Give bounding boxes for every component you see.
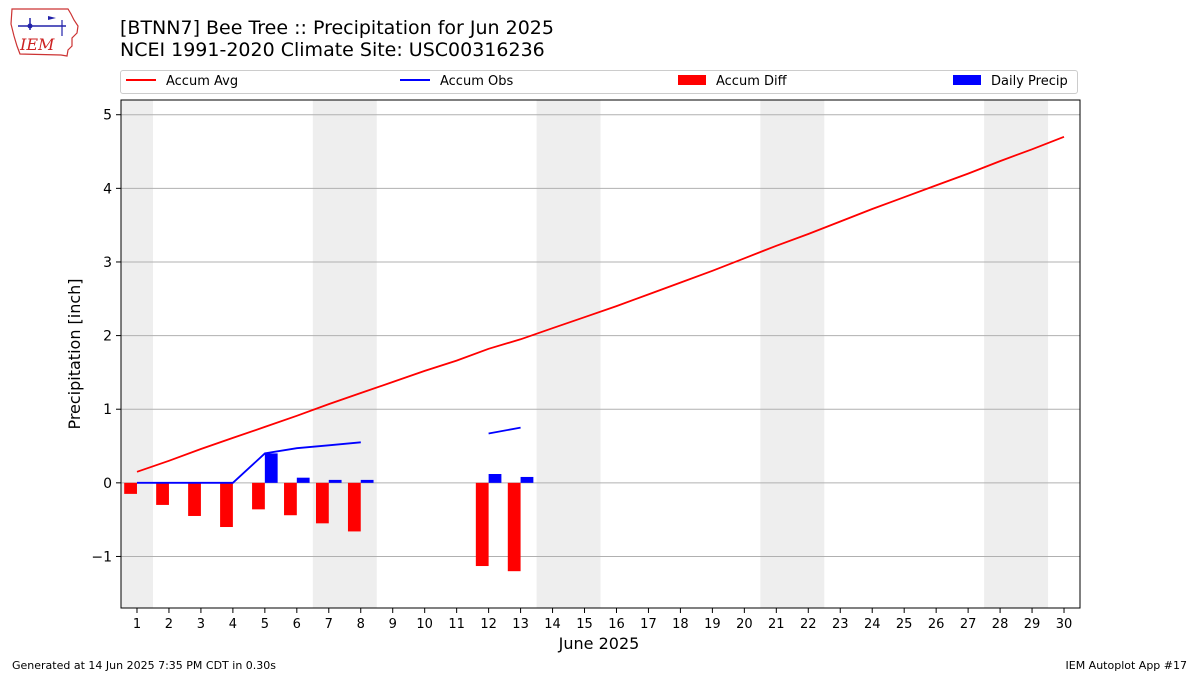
x-tick-label: 4 bbox=[229, 617, 237, 632]
legend-label-accum-diff: Accum Diff bbox=[716, 74, 787, 89]
bar-accum-diff-5 bbox=[252, 482, 265, 510]
x-tick-label: 6 bbox=[293, 617, 301, 632]
bars bbox=[124, 453, 534, 572]
legend-swatch-accum-avg bbox=[126, 78, 156, 81]
bar-accum-diff-4 bbox=[220, 482, 233, 528]
iem-logo: IEM bbox=[10, 8, 79, 57]
chart-title: [BTNN7] Bee Tree :: Precipitation for Ju… bbox=[120, 17, 554, 61]
bar-accum-diff-1 bbox=[124, 482, 137, 494]
y-tick-label: 2 bbox=[103, 329, 112, 345]
bar-accum-diff-6 bbox=[284, 482, 297, 516]
bar-accum-diff-13 bbox=[507, 482, 521, 572]
footer-generated: Generated at 14 Jun 2025 7:35 PM CDT in … bbox=[12, 659, 277, 672]
legend-item-accum-obs: Accum Obs bbox=[400, 74, 513, 90]
axes bbox=[120, 99, 1081, 609]
bar-accum-diff-8 bbox=[347, 482, 361, 532]
legend-label-accum-avg: Accum Avg bbox=[166, 74, 239, 89]
x-tick-label: 15 bbox=[576, 617, 593, 632]
x-tick-label: 21 bbox=[768, 617, 785, 632]
x-tick-label: 8 bbox=[357, 617, 365, 632]
x-tick-label: 17 bbox=[640, 617, 657, 632]
line-accum-avg-segment-0 bbox=[136, 135, 1065, 473]
y-axis-label: Precipitation [inch] bbox=[65, 278, 84, 429]
legend-swatch-daily-precip bbox=[953, 74, 981, 85]
legend-item-accum-avg: Accum Avg bbox=[126, 74, 238, 90]
x-tick-label: 7 bbox=[325, 617, 333, 632]
x-tick-label: 11 bbox=[448, 617, 465, 632]
x-tick-label: 3 bbox=[197, 617, 205, 632]
x-tick-label: 2 bbox=[165, 617, 173, 632]
x-tick-label: 10 bbox=[416, 617, 433, 632]
line-accum-obs-segment-0 bbox=[137, 441, 361, 484]
bar-daily-precip-7 bbox=[328, 479, 342, 483]
y-tick-label: 4 bbox=[103, 181, 112, 197]
x-tick-label: 16 bbox=[608, 617, 625, 632]
x-tick-label: 19 bbox=[704, 617, 721, 632]
x-tick-label: 30 bbox=[1056, 617, 1073, 632]
x-tick-label: 23 bbox=[832, 617, 849, 632]
x-tick-label: 20 bbox=[736, 617, 753, 632]
x-tick-label: 1 bbox=[133, 617, 141, 632]
x-tick-label: 22 bbox=[800, 617, 817, 632]
plot-frame bbox=[120, 99, 1081, 609]
iowa-state-outline bbox=[10, 8, 79, 57]
bar-daily-precip-8 bbox=[360, 479, 374, 483]
chart-title-line1: [BTNN7] Bee Tree :: Precipitation for Ju… bbox=[120, 17, 554, 39]
y-tick-label: 5 bbox=[103, 108, 112, 124]
chart-title-line2: NCEI 1991-2020 Climate Site: USC00316236 bbox=[120, 39, 545, 61]
y-tick-label: 1 bbox=[103, 402, 112, 418]
x-tick-label: 18 bbox=[672, 617, 689, 632]
y-tick-label: −1 bbox=[91, 549, 112, 565]
logo-text: IEM bbox=[19, 35, 55, 54]
x-tick-label: 9 bbox=[389, 617, 397, 632]
weekend-shade-1 bbox=[312, 100, 377, 608]
line-accum-obs-segment-1 bbox=[488, 426, 521, 435]
bar-accum-diff-3 bbox=[188, 482, 201, 516]
legend-swatch-accum-diff bbox=[678, 74, 706, 85]
lines bbox=[136, 135, 1065, 484]
y-tick-label: 3 bbox=[103, 255, 112, 271]
x-tick-label: 13 bbox=[512, 617, 529, 632]
x-tick-label: 14 bbox=[544, 617, 561, 632]
bar-daily-precip-12 bbox=[488, 474, 502, 483]
x-tick-label: 26 bbox=[928, 617, 945, 632]
weekend-shading bbox=[121, 100, 1049, 608]
bar-accum-diff-7 bbox=[315, 482, 329, 524]
bar-daily-precip-5 bbox=[264, 453, 278, 483]
bar-accum-diff-2 bbox=[156, 482, 169, 505]
weekend-shade-0 bbox=[121, 100, 153, 608]
x-tick-label: 28 bbox=[992, 617, 1009, 632]
x-tick-label: 27 bbox=[960, 617, 977, 632]
legend-swatch-accum-obs bbox=[400, 78, 430, 81]
legend-item-daily-precip: Daily Precip bbox=[953, 74, 1068, 90]
weekend-shade-2 bbox=[536, 100, 601, 608]
weekend-shade-4 bbox=[984, 100, 1049, 608]
x-tick-label: 29 bbox=[1024, 617, 1041, 632]
x-tick-label: 25 bbox=[896, 617, 913, 632]
legend: Accum Avg Accum Obs Accum Diff Daily Pre… bbox=[120, 70, 1078, 94]
x-tick-label: 5 bbox=[261, 617, 269, 632]
legend-label-accum-obs: Accum Obs bbox=[440, 74, 514, 89]
bar-daily-precip-6 bbox=[296, 477, 310, 483]
legend-label-daily-precip: Daily Precip bbox=[991, 74, 1068, 89]
bar-accum-diff-12 bbox=[475, 482, 489, 567]
y-tick-label: 0 bbox=[103, 476, 112, 492]
bar-daily-precip-13 bbox=[520, 476, 534, 483]
x-axis-label: June 2025 bbox=[558, 634, 640, 653]
footer-app: IEM Autoplot App #17 bbox=[1065, 659, 1188, 672]
x-tick-label: 12 bbox=[480, 617, 497, 632]
legend-item-accum-diff: Accum Diff bbox=[678, 74, 787, 90]
gridlines bbox=[121, 114, 1080, 557]
weekend-shade-3 bbox=[760, 100, 825, 608]
x-tick-label: 24 bbox=[864, 617, 881, 632]
